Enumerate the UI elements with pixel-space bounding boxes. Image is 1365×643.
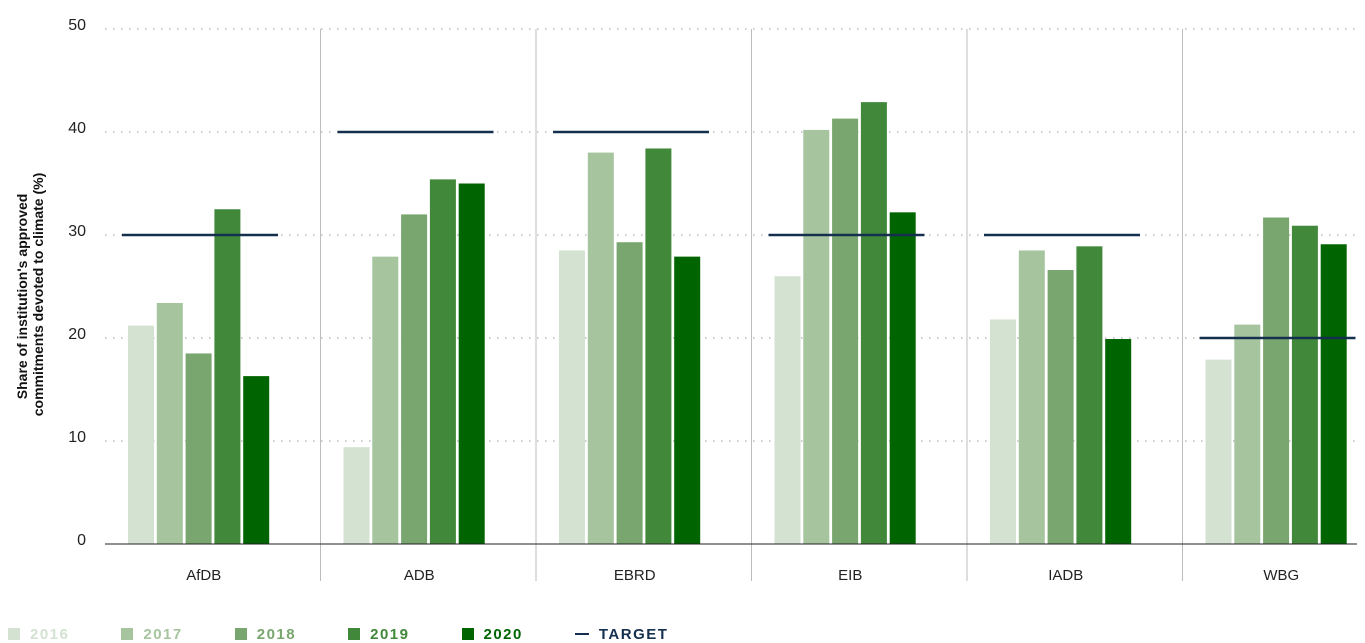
y-tick-label: 30 bbox=[68, 223, 86, 240]
bar-ebrd-2017 bbox=[587, 152, 614, 544]
legend-swatch bbox=[8, 628, 20, 640]
bar-wbg-2017 bbox=[1234, 324, 1261, 544]
bar-adb-2016 bbox=[343, 447, 370, 544]
legend-swatch bbox=[461, 628, 474, 640]
legend-label: 2016 bbox=[30, 625, 70, 643]
bar-ebrd-2019 bbox=[645, 148, 672, 545]
bar-adb-2018 bbox=[401, 214, 428, 544]
y-tick-label: 50 bbox=[68, 17, 86, 34]
bar-wbg-2018 bbox=[1263, 217, 1290, 545]
legend-target-line bbox=[574, 633, 589, 635]
legend-item-2016: 2016 bbox=[8, 626, 69, 643]
bar-series bbox=[128, 102, 1347, 545]
y-tick-label: 0 bbox=[77, 532, 86, 549]
bar-iadb-2019 bbox=[1076, 246, 1103, 544]
x-category-label: AfDB bbox=[186, 567, 221, 584]
legend-swatch bbox=[348, 628, 361, 640]
bar-ebrd-2020 bbox=[674, 256, 701, 544]
legend: 2016 2017 2018 2019 2020 TARGET bbox=[8, 625, 720, 643]
climate-share-chart: 0 10 20 30 40 50 AfDB ADB EBRD EIB IADB WBG Share … bbox=[14, 17, 1357, 584]
y-tick-label: 10 bbox=[68, 429, 86, 446]
bar-adb-2017 bbox=[372, 256, 399, 544]
x-category-label: EBRD bbox=[614, 567, 656, 584]
bar-afdb-2017 bbox=[156, 302, 183, 544]
bar-wbg-2020 bbox=[1320, 244, 1347, 544]
legend-item-2018: 2018 bbox=[234, 625, 297, 643]
bar-wbg-2019 bbox=[1291, 225, 1318, 545]
bar-eib-2017 bbox=[803, 129, 830, 544]
legend-item-2017: 2017 bbox=[121, 626, 182, 643]
bar-afdb-2019 bbox=[214, 209, 241, 544]
y-axis-label-line-2: commitments devoted to climate (%) bbox=[30, 173, 46, 417]
bar-eib-2018 bbox=[832, 118, 859, 545]
legend-swatch bbox=[121, 628, 134, 640]
bar-iadb-2016 bbox=[990, 319, 1016, 544]
legend-swatch bbox=[234, 628, 247, 640]
legend-label: 2019 bbox=[370, 625, 410, 643]
bar-iadb-2020 bbox=[1105, 339, 1132, 544]
x-category-label: ADB bbox=[404, 567, 435, 584]
legend-label: 2017 bbox=[143, 625, 183, 643]
legend-label: 2020 bbox=[483, 625, 523, 643]
bar-iadb-2017 bbox=[1018, 250, 1045, 544]
bar-eib-2016 bbox=[774, 276, 801, 544]
legend-item-2020: 2020 bbox=[461, 625, 523, 643]
category-separators bbox=[320, 29, 1183, 581]
bar-adb-2020 bbox=[458, 183, 485, 544]
target-lines bbox=[122, 130, 1356, 340]
bar-eib-2020 bbox=[889, 212, 916, 544]
bar-afdb-2016 bbox=[128, 325, 154, 544]
bar-ebrd-2018 bbox=[616, 242, 643, 544]
legend-label: TARGET bbox=[598, 625, 669, 643]
legend-item-2019: 2019 bbox=[348, 626, 409, 643]
y-gridlines bbox=[105, 28, 1357, 442]
bar-eib-2019 bbox=[860, 102, 887, 544]
bar-afdb-2018 bbox=[185, 353, 212, 544]
x-category-label: EIB bbox=[838, 567, 862, 584]
bar-afdb-2020 bbox=[243, 376, 270, 544]
bar-ebrd-2016 bbox=[559, 250, 585, 544]
legend-label: 2018 bbox=[256, 625, 297, 643]
y-tick-label: 20 bbox=[68, 326, 86, 343]
x-category-label: WBG bbox=[1263, 567, 1299, 584]
y-tick-label: 40 bbox=[68, 120, 86, 137]
x-category-label: IADB bbox=[1048, 567, 1083, 584]
y-tick-labels: 0 10 20 30 40 50 bbox=[68, 17, 86, 549]
legend-item-target: TARGET bbox=[574, 625, 669, 643]
bar-adb-2019 bbox=[429, 179, 456, 544]
bar-iadb-2018 bbox=[1047, 270, 1074, 544]
bar-wbg-2016 bbox=[1205, 359, 1232, 544]
y-axis-label-line-1: Share of institution's approved bbox=[14, 194, 30, 400]
y-axis-label: Share of institution's approved commitme… bbox=[14, 173, 46, 417]
x-category-labels: AfDB ADB EBRD EIB IADB WBG bbox=[186, 567, 1299, 584]
